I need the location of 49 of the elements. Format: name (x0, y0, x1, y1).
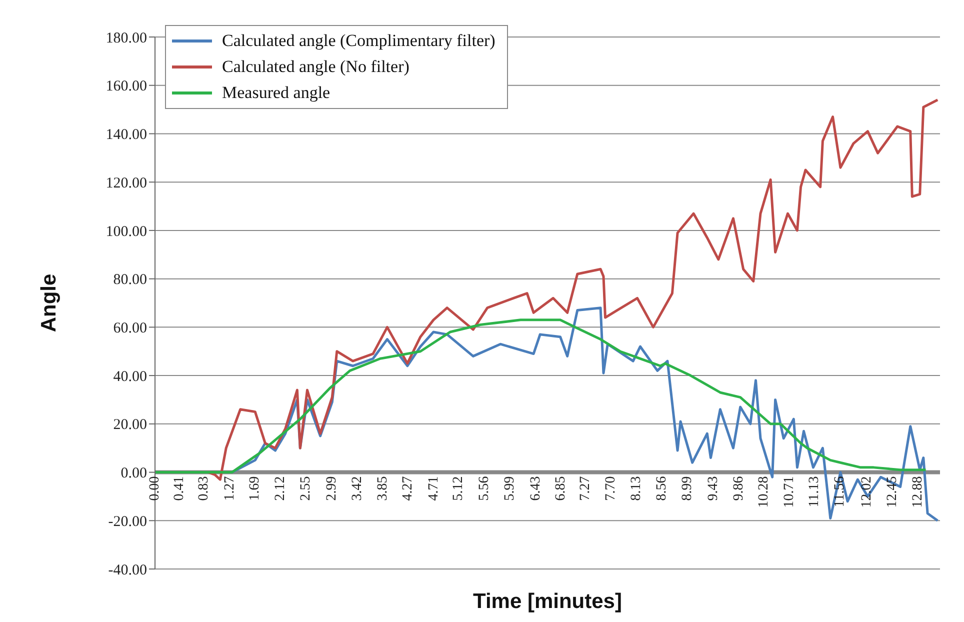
x-tick-label: 7.27 (578, 476, 594, 501)
legend-label: Calculated angle (Complimentary filter) (222, 31, 496, 51)
x-tick-label: 1.27 (222, 476, 238, 501)
y-tick-label: -40.00 (108, 562, 147, 578)
y-tick-label: 0.00 (120, 466, 147, 482)
x-tick-label: 12.45 (885, 476, 900, 508)
y-axis-title: Angle (37, 274, 60, 332)
x-tick-label: 5.56 (476, 476, 492, 501)
x-tick-label: 5.99 (502, 476, 518, 501)
x-tick-label: 11.56 (832, 476, 848, 508)
line-series (155, 318, 928, 474)
x-tick-label: 0.41 (172, 476, 187, 501)
legend-label: Measured angle (222, 83, 330, 103)
x-tick-label: 1.69 (248, 476, 263, 501)
x-tick-label: 2.12 (273, 476, 288, 501)
x-tick-label: 5.12 (450, 476, 466, 501)
x-tick-label: 8.56 (654, 476, 670, 501)
y-tick-label: 120.00 (106, 175, 147, 192)
x-tick-label: 8.99 (680, 476, 696, 501)
x-tick-label: 3.85 (376, 476, 391, 501)
x-tick-label: 4.27 (400, 476, 416, 501)
x-tick-label: 0.00 (148, 476, 162, 501)
x-tick-label: 2.99 (324, 476, 340, 501)
y-tick-label: 160.00 (106, 78, 147, 95)
x-tick-label: 9.43 (706, 476, 722, 501)
x-tick-label: 4.71 (426, 476, 442, 501)
x-tick-label: 6.85 (553, 476, 568, 501)
y-tick-label: 100.00 (106, 224, 147, 240)
x-tick-label: 12.02 (860, 476, 875, 508)
y-tick-label: 80.00 (113, 272, 147, 288)
x-tick-label: 10.71 (782, 476, 798, 508)
y-tick-label: 140.00 (106, 127, 147, 144)
y-tick-label: 40.00 (113, 368, 147, 385)
legend-label: Calculated angle (No filter) (222, 57, 410, 77)
y-tick-label: 20.00 (113, 417, 147, 434)
x-tick-label: 10.28 (756, 476, 772, 508)
y-tick-label: 60.00 (113, 320, 147, 337)
x-tick-label: 9.86 (732, 476, 747, 501)
x-tick-label: 2.55 (298, 476, 314, 501)
x-tick-label: 7.70 (604, 476, 619, 501)
x-tick-label: 0.83 (196, 476, 212, 501)
x-tick-label: 8.13 (629, 476, 644, 501)
x-tick-label: 3.42 (350, 476, 366, 501)
x-tick-label: 12.88 (910, 476, 926, 508)
x-axis-title: Time [minutes] (473, 590, 622, 613)
y-tick-label: 180.00 (106, 30, 147, 46)
x-tick-label: 11.13 (806, 476, 822, 508)
y-tick-label: -20.00 (108, 514, 147, 530)
x-tick-label: 6.43 (528, 476, 544, 501)
